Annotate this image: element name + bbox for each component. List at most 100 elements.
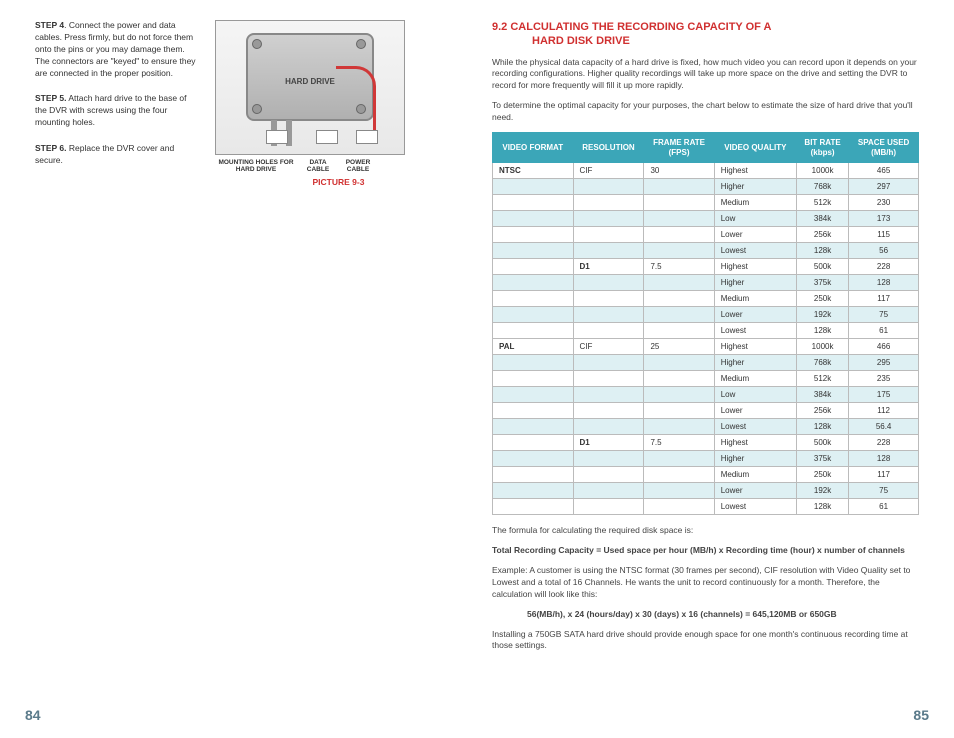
table-cell	[644, 403, 714, 419]
table-cell: Medium	[714, 195, 796, 211]
table-cell	[573, 451, 644, 467]
table-cell	[493, 323, 574, 339]
example-calc: 56(MB/h), x 24 (hours/day) x 30 (days) x…	[492, 609, 919, 621]
table-cell: CIF	[573, 339, 644, 355]
table-cell: 56	[849, 243, 919, 259]
table-cell: 384k	[796, 387, 848, 403]
table-cell: Lower	[714, 483, 796, 499]
table-cell: Medium	[714, 467, 796, 483]
table-cell	[573, 243, 644, 259]
table-cell	[644, 387, 714, 403]
table-row: Higher768k297	[493, 179, 919, 195]
picture-caption: PICTURE 9-3	[215, 177, 462, 187]
table-cell	[493, 211, 574, 227]
table-cell: Higher	[714, 451, 796, 467]
table-cell: 128k	[796, 499, 848, 515]
table-cell	[644, 275, 714, 291]
table-row: Higher375k128	[493, 275, 919, 291]
table-cell	[493, 275, 574, 291]
table-row: Medium250k117	[493, 467, 919, 483]
table-header: VIDEO QUALITY	[714, 133, 796, 163]
table-cell: Highest	[714, 163, 796, 179]
section-heading: 9.2 CALCULATING THE RECORDING CAPACITY O…	[492, 20, 919, 49]
table-cell: Lower	[714, 403, 796, 419]
table-row: Lower192k75	[493, 483, 919, 499]
table-cell	[573, 499, 644, 515]
table-cell	[573, 371, 644, 387]
step-6: STEP 6. Replace the DVR cover and secure…	[35, 143, 200, 167]
table-cell: 175	[849, 387, 919, 403]
intro-paragraph-2: To determine the optimal capacity for yo…	[492, 100, 919, 124]
table-row: Lowest128k61	[493, 499, 919, 515]
table-cell	[573, 211, 644, 227]
steps-column: STEP 4. Connect the power and data cable…	[35, 20, 200, 187]
formula: Total Recording Capacity = Used space pe…	[492, 545, 919, 557]
table-row: Lower192k75	[493, 307, 919, 323]
table-cell: 768k	[796, 355, 848, 371]
table-header: RESOLUTION	[573, 133, 644, 163]
table-row: Medium512k230	[493, 195, 919, 211]
table-cell: 228	[849, 435, 919, 451]
diagram-column: HARD DRIVE MOUNTING HOLES FOR HARD DRIVE…	[215, 20, 462, 187]
table-cell: 75	[849, 307, 919, 323]
table-cell: 250k	[796, 291, 848, 307]
formula-intro: The formula for calculating the required…	[492, 525, 919, 537]
table-cell: 61	[849, 323, 919, 339]
table-header: BIT RATE (kbps)	[796, 133, 848, 163]
intro-paragraph-1: While the physical data capacity of a ha…	[492, 57, 919, 93]
table-cell: 250k	[796, 467, 848, 483]
table-row: D17.5Highest500k228	[493, 435, 919, 451]
diagram-labels: MOUNTING HOLES FOR HARD DRIVE DATA CABLE…	[215, 159, 462, 173]
table-cell	[493, 195, 574, 211]
page-number-left: 84	[25, 707, 41, 723]
table-cell: Lowest	[714, 323, 796, 339]
table-cell: 7.5	[644, 259, 714, 275]
table-row: Lowest128k56.4	[493, 419, 919, 435]
table-cell: 512k	[796, 371, 848, 387]
table-row: Low384k175	[493, 387, 919, 403]
table-cell: Lowest	[714, 419, 796, 435]
table-cell: 228	[849, 259, 919, 275]
table-cell	[573, 291, 644, 307]
table-cell	[573, 403, 644, 419]
table-row: Higher375k128	[493, 451, 919, 467]
table-cell: Medium	[714, 371, 796, 387]
table-cell	[573, 467, 644, 483]
table-cell: 297	[849, 179, 919, 195]
table-cell: 295	[849, 355, 919, 371]
table-cell: 75	[849, 483, 919, 499]
table-row: Lower256k112	[493, 403, 919, 419]
table-cell: Lowest	[714, 499, 796, 515]
closing-text: Installing a 750GB SATA hard drive shoul…	[492, 629, 919, 653]
table-cell: 115	[849, 227, 919, 243]
hard-drive-diagram: HARD DRIVE	[215, 20, 405, 155]
table-cell: 117	[849, 291, 919, 307]
table-cell	[493, 227, 574, 243]
table-cell: 384k	[796, 211, 848, 227]
left-page: STEP 4. Connect the power and data cable…	[0, 0, 477, 738]
table-cell	[493, 259, 574, 275]
table-cell: 56.4	[849, 419, 919, 435]
table-cell: 235	[849, 371, 919, 387]
table-cell	[493, 467, 574, 483]
table-cell	[644, 451, 714, 467]
table-row: NTSCCIF30Highest1000k465	[493, 163, 919, 179]
table-row: Lowest128k56	[493, 243, 919, 259]
table-cell: 256k	[796, 227, 848, 243]
table-cell	[644, 211, 714, 227]
table-cell	[573, 195, 644, 211]
table-cell: Highest	[714, 259, 796, 275]
table-cell	[493, 419, 574, 435]
table-cell	[493, 403, 574, 419]
table-cell	[644, 371, 714, 387]
table-cell	[644, 419, 714, 435]
table-cell	[644, 307, 714, 323]
table-cell: 30	[644, 163, 714, 179]
table-cell: CIF	[573, 163, 644, 179]
table-row: Low384k173	[493, 211, 919, 227]
table-cell: Low	[714, 211, 796, 227]
table-cell	[573, 419, 644, 435]
table-cell: 768k	[796, 179, 848, 195]
table-cell	[573, 387, 644, 403]
table-cell: 7.5	[644, 435, 714, 451]
